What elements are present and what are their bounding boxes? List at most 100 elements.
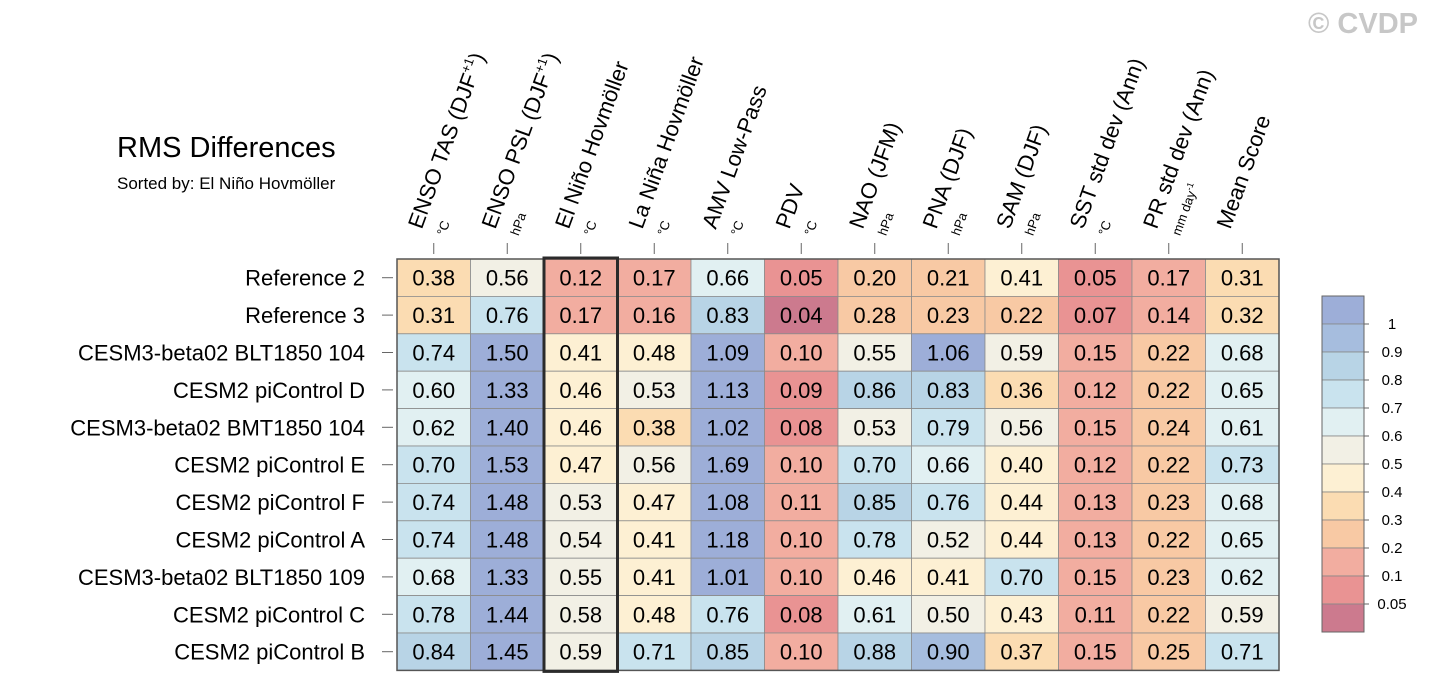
column-unit: °C	[654, 219, 673, 238]
heatmap-cell	[470, 632, 545, 671]
cell-value: 0.83	[927, 378, 970, 403]
heatmap-cell	[1058, 557, 1133, 597]
heatmap-cell	[543, 632, 618, 671]
cell-value: 0.12	[559, 266, 602, 291]
cell-value: 0.10	[780, 640, 823, 665]
heatmap-cell	[1131, 295, 1206, 335]
heatmap-cell	[837, 595, 912, 634]
cell-value: 0.10	[780, 453, 823, 478]
heatmap-cell	[470, 370, 545, 410]
cell-value: 0.24	[1147, 415, 1190, 440]
heatmap-cell	[617, 445, 692, 484]
cell-value: 0.68	[1221, 341, 1264, 366]
colorbar-label: 0.3	[1382, 512, 1403, 529]
column-header: Mean Score	[1211, 112, 1275, 232]
colorbar-label: 1	[1388, 316, 1396, 333]
cell-value: 0.52	[927, 528, 970, 553]
heatmap-cell	[1131, 632, 1206, 671]
heatmap-cell	[396, 370, 471, 410]
cell-value: 0.60	[412, 378, 455, 403]
colorbar-segment	[1321, 491, 1365, 521]
row-label: CESM3-beta02 BMT1850 104	[70, 415, 365, 440]
heatmap-cell	[1058, 632, 1133, 671]
heatmap-cell	[984, 595, 1059, 634]
heatmap-cell	[1205, 295, 1280, 335]
cell-value: 1.33	[486, 565, 529, 590]
colorbar-label: 0.6	[1382, 428, 1403, 445]
cell-value: 0.43	[1000, 602, 1043, 627]
colorbar-label: 0.05	[1377, 596, 1406, 613]
cell-value: 0.53	[633, 378, 676, 403]
cell-value: 0.71	[633, 640, 676, 665]
cell-value: 0.56	[633, 453, 676, 478]
grid-border	[396, 258, 1280, 672]
heatmap-cell	[984, 258, 1059, 297]
heatmap-cell	[470, 258, 545, 297]
cell-value: 0.56	[1000, 415, 1043, 440]
cell-value: 1.06	[927, 341, 970, 366]
cell-value: 0.78	[412, 602, 455, 627]
cell-value: 0.40	[1000, 453, 1043, 478]
cell-value: 0.23	[1147, 490, 1190, 515]
cell-value: 0.48	[633, 602, 676, 627]
heatmap-cell	[690, 595, 765, 634]
row-label: CESM3-beta02 BLT1850 104	[78, 341, 365, 366]
cell-value: 0.04	[780, 303, 823, 328]
column-header: PDV°C	[770, 180, 820, 237]
heatmap-cell	[543, 595, 618, 634]
sorted-column-highlight	[542, 256, 619, 673]
heatmap-cell	[837, 295, 912, 335]
cell-value: 0.90	[927, 640, 970, 665]
heatmap-cell	[911, 595, 986, 634]
watermark: © CVDP	[1308, 8, 1418, 40]
cell-value: 0.55	[559, 565, 602, 590]
cell-value: 0.65	[1221, 378, 1264, 403]
cell-value: 0.47	[559, 453, 602, 478]
heatmap-cell	[396, 445, 471, 484]
cell-value: 1.33	[486, 378, 529, 403]
cell-value: 0.68	[412, 565, 455, 590]
colorbar-segment	[1321, 519, 1365, 549]
heatmap-cells: 0.38 0.56 0.12 0.17 0.66 0.05 0.20 0.21 0.41 0.05…	[396, 256, 1280, 673]
cell-value: 0.32	[1221, 303, 1264, 328]
row-label: CESM3-beta02 BLT1850 109	[78, 565, 365, 590]
heatmap-cell	[543, 258, 618, 297]
cell-value: 0.46	[559, 415, 602, 440]
heatmap-cell	[1131, 595, 1206, 634]
row-label: Reference 3	[245, 303, 365, 328]
row-label: CESM2 piControl F	[175, 490, 365, 515]
colorbar-segment	[1321, 351, 1365, 381]
heatmap-cell	[911, 632, 986, 671]
row-label: CESM2 piControl A	[175, 528, 365, 553]
cell-value: 0.41	[633, 565, 676, 590]
heatmap-cell	[1205, 520, 1280, 559]
column-header: SAM (DJF)hPa	[991, 121, 1052, 237]
colorbar-segment	[1321, 575, 1365, 605]
cell-value: 0.85	[853, 490, 896, 515]
cell-value: 0.74	[412, 528, 455, 553]
cell-value: 0.71	[1221, 640, 1264, 665]
cell-value: 1.69	[706, 453, 749, 478]
cell-value: 1.02	[706, 415, 749, 440]
cell-value: 0.22	[1147, 341, 1190, 366]
cell-value: 0.58	[559, 602, 602, 627]
row-labels: Reference 2 Reference 3 CESM3-beta02 BLT18…	[70, 266, 393, 665]
cell-value: 0.11	[1075, 602, 1116, 627]
column-unit: hPa	[948, 210, 970, 238]
cell-value: 0.12	[1074, 453, 1117, 478]
heatmap-cell	[690, 258, 765, 297]
colorbar: 1 0.9 0.8 0.7 0.6 0.5 0.4 0.3 0.2 0.1 0.05	[1321, 295, 1407, 633]
cell-value: 0.25	[1147, 640, 1190, 665]
cell-value: 0.59	[1000, 341, 1043, 366]
cell-value: 0.15	[1074, 341, 1117, 366]
column-label: NAO (JFM)	[844, 119, 906, 232]
cell-value: 1.48	[486, 528, 529, 553]
cell-value: 0.70	[1000, 565, 1043, 590]
heatmap-cell	[911, 408, 986, 447]
cell-value: 0.68	[1221, 490, 1264, 515]
cell-value: 0.09	[780, 378, 823, 403]
heatmap-cell	[911, 520, 986, 559]
heatmap-cell	[764, 482, 839, 522]
heatmap-cell	[911, 333, 986, 372]
column-label: Mean Score	[1211, 112, 1275, 232]
